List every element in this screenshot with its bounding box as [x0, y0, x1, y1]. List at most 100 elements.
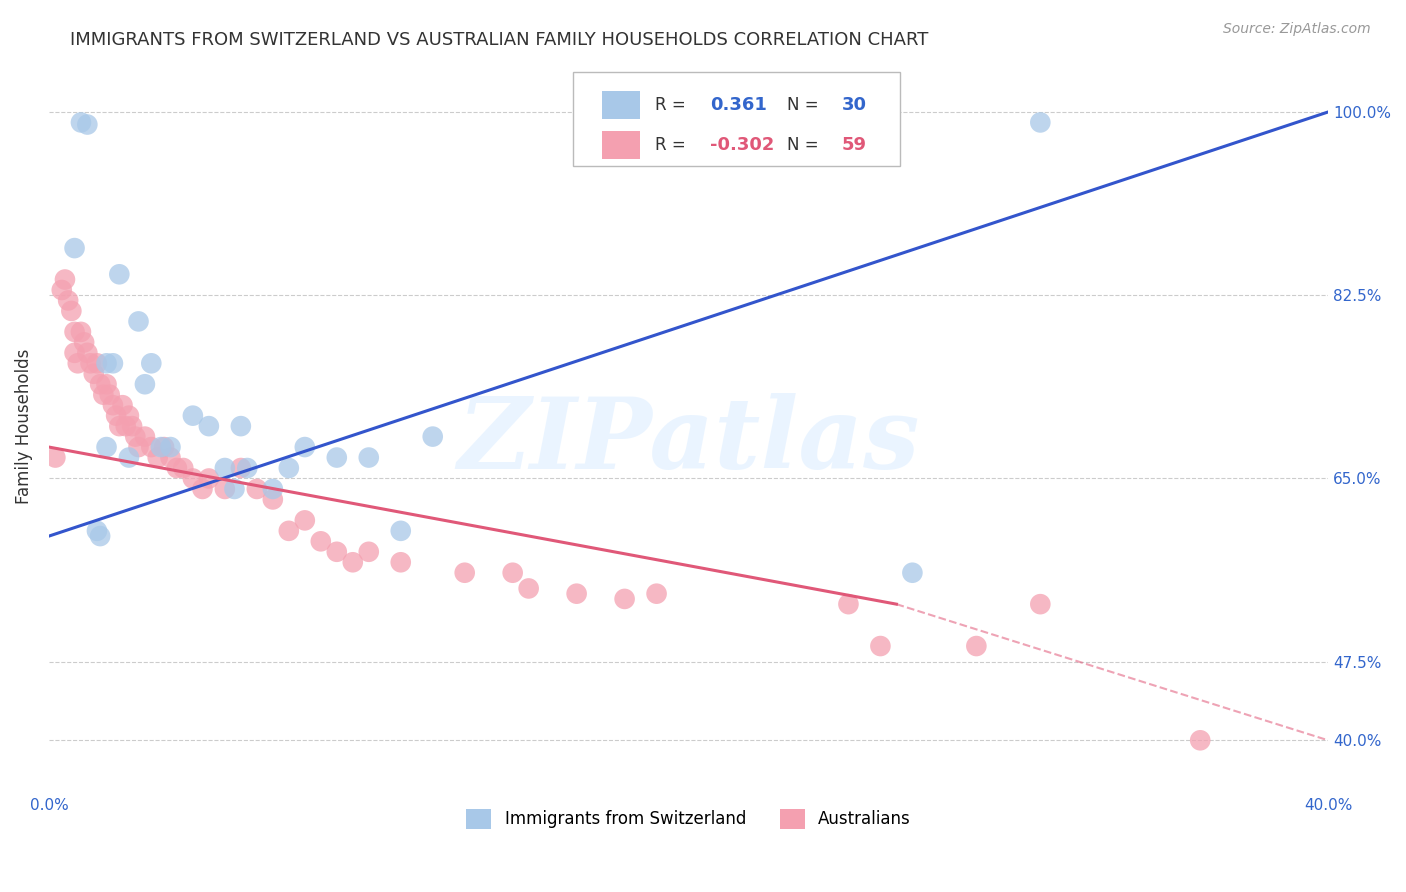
Text: 30: 30 [842, 96, 868, 114]
Point [869, 639, 891, 653]
Point [63, 241, 86, 255]
Y-axis label: Family Households: Family Households [15, 349, 32, 504]
Point [837, 597, 859, 611]
Point [645, 587, 668, 601]
Point [89, 377, 111, 392]
Point [422, 429, 444, 443]
Point [389, 524, 412, 538]
Point [146, 450, 169, 465]
Point [454, 566, 477, 580]
Point [214, 482, 236, 496]
Point [63, 325, 86, 339]
Text: R =: R = [655, 96, 686, 114]
Point [159, 440, 181, 454]
Point [83, 367, 105, 381]
Point [389, 555, 412, 569]
Point [198, 419, 221, 434]
Point [128, 440, 150, 454]
Text: Source: ZipAtlas.com: Source: ZipAtlas.com [1223, 22, 1371, 37]
Point [86, 356, 108, 370]
Point [60, 304, 83, 318]
Point [357, 545, 380, 559]
Point [89, 529, 111, 543]
Point [159, 450, 181, 465]
Point [70, 115, 93, 129]
Point [502, 566, 524, 580]
Point [224, 482, 246, 496]
Point [86, 524, 108, 538]
Point [44, 450, 66, 465]
Point [51, 283, 73, 297]
Point [118, 450, 141, 465]
Point [96, 377, 118, 392]
Text: 59: 59 [842, 136, 868, 153]
Point [517, 582, 540, 596]
Point [111, 398, 134, 412]
Point [63, 346, 86, 360]
Point [277, 524, 299, 538]
Text: ZIPatlas: ZIPatlas [457, 392, 920, 489]
Point [262, 482, 284, 496]
Point [172, 461, 194, 475]
Point [53, 272, 76, 286]
Point [101, 356, 124, 370]
Point [246, 482, 269, 496]
Point [1029, 115, 1052, 129]
Point [70, 325, 93, 339]
Point [214, 461, 236, 475]
Point [965, 639, 987, 653]
Text: 0.361: 0.361 [710, 96, 768, 114]
Point [76, 346, 98, 360]
Point [108, 419, 131, 434]
Text: IMMIGRANTS FROM SWITZERLAND VS AUSTRALIAN FAMILY HOUSEHOLDS CORRELATION CHART: IMMIGRANTS FROM SWITZERLAND VS AUSTRALIA… [70, 31, 929, 49]
Point [141, 440, 163, 454]
FancyBboxPatch shape [574, 72, 900, 166]
Point [96, 440, 118, 454]
Point [229, 419, 252, 434]
Point [134, 377, 156, 392]
Point [153, 440, 176, 454]
Point [108, 267, 131, 281]
Point [98, 388, 121, 402]
Point [229, 461, 252, 475]
Point [134, 429, 156, 443]
Point [1189, 733, 1212, 747]
Point [56, 293, 79, 308]
Point [124, 429, 146, 443]
Point [326, 450, 349, 465]
Point [105, 409, 128, 423]
Point [294, 513, 316, 527]
Point [101, 398, 124, 412]
Text: R =: R = [655, 136, 686, 153]
Point [79, 356, 101, 370]
Point [236, 461, 259, 475]
FancyBboxPatch shape [602, 131, 640, 159]
Point [114, 419, 136, 434]
Point [121, 419, 143, 434]
Point [198, 471, 221, 485]
Point [66, 356, 89, 370]
Text: -0.302: -0.302 [710, 136, 775, 153]
Point [181, 471, 204, 485]
Text: N =: N = [787, 136, 818, 153]
Point [141, 356, 163, 370]
Point [262, 492, 284, 507]
Point [181, 409, 204, 423]
Point [1029, 597, 1052, 611]
Point [613, 591, 636, 606]
FancyBboxPatch shape [602, 91, 640, 119]
Legend: Immigrants from Switzerland, Australians: Immigrants from Switzerland, Australians [460, 802, 917, 836]
Point [326, 545, 349, 559]
Point [342, 555, 364, 569]
Point [118, 409, 141, 423]
Text: N =: N = [787, 96, 818, 114]
Point [191, 482, 214, 496]
Point [277, 461, 299, 475]
Point [357, 450, 380, 465]
Point [128, 314, 150, 328]
Point [565, 587, 588, 601]
Point [166, 461, 188, 475]
Point [149, 440, 172, 454]
Point [309, 534, 332, 549]
Point [73, 335, 96, 350]
